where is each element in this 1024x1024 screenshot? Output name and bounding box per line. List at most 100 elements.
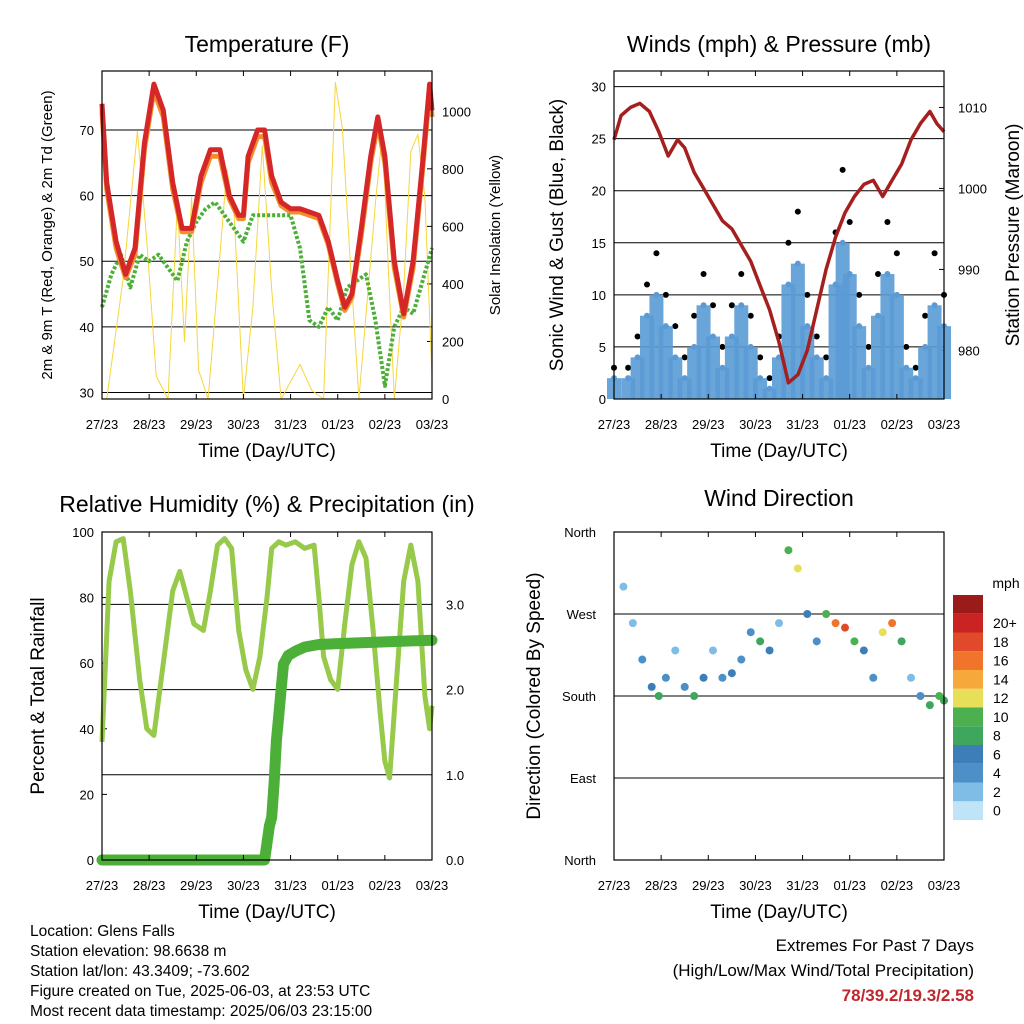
panel4-direction-point <box>638 655 647 664</box>
panel3-rh-line <box>99 536 435 781</box>
panel2-gust-point <box>691 312 698 319</box>
panel4-direction-point <box>680 682 689 691</box>
colorbar-label: 10 <box>993 709 1009 725</box>
panel2-x-tick-label: 31/23 <box>786 417 819 432</box>
panel1-right-tick-label: 800 <box>442 162 464 177</box>
colorbar-swatch <box>953 763 983 783</box>
panel2-x-tick-label: 02/23 <box>881 417 914 432</box>
panel3-y-tick-label: 0 <box>87 853 94 868</box>
panel4-x-tick-label: 29/23 <box>692 878 725 893</box>
colorbar-label: 20+ <box>993 615 1017 631</box>
panel2-wind-point <box>922 343 929 350</box>
elevation-text: Station elevation: 98.6638 m <box>30 943 227 960</box>
panel4-x-tick-label: 01/23 <box>833 878 866 893</box>
panel3-x-tick-label: 31/23 <box>274 878 307 893</box>
panel2-y-tick-label: 20 <box>592 184 606 199</box>
panel4-y-tick-label: West <box>567 607 597 622</box>
panel1-right-axis-label: Solar Insolation (Yellow) <box>487 155 504 315</box>
panel4-x-tick-label: 30/23 <box>739 878 772 893</box>
colorbar-swatch <box>953 632 983 652</box>
extremes-title: Extremes For Past 7 Days <box>775 936 974 955</box>
panel2-right-tick-label: 1000 <box>958 181 987 196</box>
panel3-right-tick-label: 1.0 <box>446 768 464 783</box>
colorbar-label: 16 <box>993 653 1009 669</box>
panel2-wind-point <box>700 302 707 309</box>
panel4-direction-point <box>897 637 906 646</box>
panel4-direction-point <box>784 546 793 555</box>
panel2-wind-point <box>653 291 660 298</box>
panel4-direction-point <box>803 610 812 618</box>
panel2-wind-bar <box>762 388 777 399</box>
colorbar-label: 0 <box>993 803 1001 819</box>
panel2-gust-point <box>766 375 773 382</box>
panel2-gust-point <box>672 323 679 330</box>
panel2-gust-point <box>625 364 632 371</box>
panel2-gust-point <box>893 250 900 257</box>
panel4-direction-point <box>812 637 821 646</box>
panel1-series-line <box>99 81 435 317</box>
panel1-y-tick-label: 30 <box>80 385 94 400</box>
panel3-right-tick-label: 0.0 <box>446 853 464 868</box>
panel4-x-tick-label: 27/23 <box>598 878 631 893</box>
colorbar-label: 14 <box>993 671 1009 687</box>
extremes-box: Extremes For Past 7 Days (High/Low/Max W… <box>673 933 974 1008</box>
panel2-wind-point <box>757 375 764 382</box>
panel2-gust-point <box>813 333 820 340</box>
panel2-y-axis-label: Sonic Wind & Gust (Blue, Black) <box>547 99 568 371</box>
panel4-direction-point <box>888 619 897 628</box>
panel4-direction-point <box>841 623 849 632</box>
panel1-y-tick-label: 70 <box>80 123 94 138</box>
panel3-frame <box>101 531 433 861</box>
panel4-direction-point <box>916 692 925 700</box>
panel4-direction-point <box>907 673 915 682</box>
panel1-x-tick-label: 27/23 <box>86 417 119 432</box>
panel2-gust-point <box>662 291 669 298</box>
panel4-direction-point <box>925 701 934 710</box>
panel2-right-tick-label: 990 <box>958 262 980 277</box>
panel2-x-tick-label: 30/23 <box>739 417 772 432</box>
panel2-gust-point <box>710 302 716 309</box>
panel2-gust-point <box>728 302 735 309</box>
panel4-frame <box>613 531 945 861</box>
panel2-gust-point <box>738 271 745 278</box>
panel2-wind-point <box>875 312 881 319</box>
colorbar-swatch <box>953 670 983 689</box>
panel2-gust-point <box>794 208 801 215</box>
panel4-direction-point <box>654 692 663 700</box>
panel2-gust-point <box>931 250 938 257</box>
panel2-wind-point <box>691 343 698 350</box>
panel2-gust-point <box>856 291 863 298</box>
panel3-y-tick-label: 20 <box>80 787 94 802</box>
panel4-y-tick-label: East <box>570 771 596 786</box>
panel4-y-tick-label: North <box>564 525 596 540</box>
panel3-x-tick-label: 03/23 <box>416 878 449 893</box>
panel3-y-tick-label: 40 <box>80 722 94 737</box>
panel2-wind-point <box>625 375 632 382</box>
panel2-wind-point <box>839 239 846 246</box>
panel2-gust-point <box>681 354 688 361</box>
panel4-direction-point <box>699 673 708 682</box>
panel1-right-tick-label: 600 <box>442 219 464 234</box>
panel2-gust-point <box>903 343 910 350</box>
panel1-series-line <box>100 200 434 388</box>
colorbar-swatch <box>953 707 983 727</box>
panel3-precip-line <box>96 634 438 866</box>
colorbar-swatch <box>953 688 983 708</box>
panel2-wind-point <box>865 364 872 371</box>
panel3-x-tick-label: 30/23 <box>227 878 260 893</box>
panel2-wind-point <box>832 281 839 288</box>
colorbar-label: 6 <box>993 746 1001 762</box>
panel1-x-tick-label: 31/23 <box>274 417 307 432</box>
panel1-title: Temperature (F) <box>185 31 350 57</box>
panel2-wind-point <box>893 291 900 298</box>
panel1-x-tick-label: 01/23 <box>321 417 354 432</box>
panel4-direction-point <box>727 669 736 678</box>
panel2-gust-point <box>653 250 660 257</box>
panel2-wind-point <box>747 343 754 350</box>
station-info: Location: Glens Falls Station elevation:… <box>30 922 372 1022</box>
panel4-direction-point <box>690 692 699 700</box>
panel3-y-tick-label: 80 <box>80 591 94 606</box>
panel3-y-axis-label: Percent & Total Rainfall <box>28 597 49 794</box>
panel3-x-tick-label: 29/23 <box>180 878 213 893</box>
panel1-x-tick-label: 29/23 <box>180 417 213 432</box>
